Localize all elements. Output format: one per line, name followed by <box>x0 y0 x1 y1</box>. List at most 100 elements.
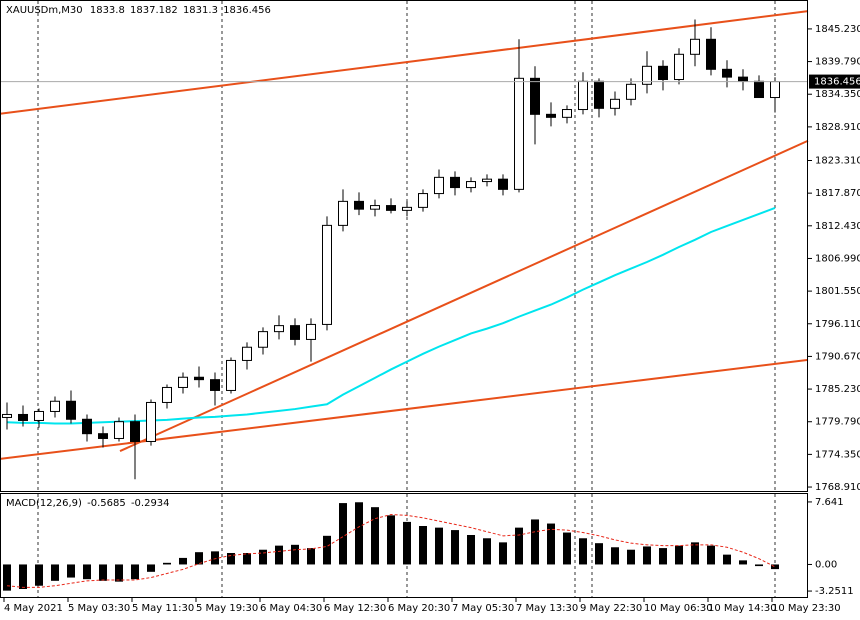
price-frame <box>0 0 808 492</box>
macd-bar <box>211 551 219 565</box>
candle-body <box>34 410 44 421</box>
x-tick-label: 5 May 19:30 <box>196 603 258 614</box>
candle-body <box>338 200 348 226</box>
macd-bar <box>499 542 507 565</box>
macd-bar <box>483 538 491 565</box>
x-tick-label: 10 May 23:30 <box>772 603 841 614</box>
trendline <box>119 139 809 452</box>
candle-body <box>98 433 108 439</box>
candle-body <box>578 80 588 111</box>
x-tick-label: 4 May 2021 <box>4 603 63 614</box>
y-tick-label: 1834.350 <box>815 89 860 100</box>
macd-bar <box>35 564 43 586</box>
candle-body <box>2 413 12 418</box>
x-tick-label: 9 May 22:30 <box>580 603 642 614</box>
macd-value: -0.5685 <box>87 498 126 509</box>
macd-bar <box>307 548 315 565</box>
candle-body <box>386 205 396 211</box>
candle-body <box>658 65 668 81</box>
candle-body <box>674 53 684 81</box>
macd-bar <box>19 564 27 590</box>
candle-body <box>482 178 492 183</box>
symbol: XAUUSDm,M30 <box>6 5 83 16</box>
candle-body <box>194 376 204 381</box>
y-tick-label: 1801.550 <box>815 286 860 297</box>
candle-body <box>418 193 428 208</box>
candle-body <box>274 325 284 333</box>
y-tick-label: 0.00 <box>815 559 837 570</box>
ohlc-close: 1836.456 <box>223 5 271 16</box>
candle-body <box>514 77 524 190</box>
macd-bar <box>355 502 363 565</box>
candle-body <box>114 421 124 439</box>
macd-bar <box>435 527 443 565</box>
ohlc-open: 1833.8 <box>90 5 125 16</box>
candle-body <box>770 81 780 99</box>
trendline <box>0 10 809 115</box>
symbol-header: XAUUSDm,M30 1833.8 1837.182 1831.3 1836.… <box>6 5 271 16</box>
current-price-box <box>809 74 860 89</box>
macd-bar <box>659 548 667 565</box>
y-tick-label: 1779.790 <box>815 417 860 428</box>
y-tick-label: 1817.870 <box>815 188 860 199</box>
macd-bar <box>627 549 635 565</box>
candle-body <box>466 181 476 189</box>
macd-bar <box>323 535 331 565</box>
macd-bar <box>467 534 475 565</box>
candle-body <box>242 346 252 361</box>
macd-bar <box>515 527 523 565</box>
y-tick-label: 1785.230 <box>815 384 860 395</box>
y-tick-label: 7.641 <box>815 497 844 508</box>
macd-bar <box>147 564 155 572</box>
macd-bar <box>67 564 75 578</box>
macd-bar <box>579 538 587 565</box>
macd-bar <box>643 546 651 565</box>
candle-body <box>50 400 60 412</box>
macd-bar <box>131 564 139 580</box>
current-price-label: 1836.456 <box>814 77 860 88</box>
y-tick-label: 1828.910 <box>815 122 860 133</box>
macd-bar <box>547 523 555 565</box>
candle-body <box>162 386 172 403</box>
macd-bar <box>291 544 299 565</box>
macd-bar <box>243 552 251 565</box>
y-tick-label: 1790.670 <box>815 351 860 362</box>
x-tick-label: 5 May 11:30 <box>132 603 194 614</box>
candle-body <box>210 379 220 391</box>
candle-body <box>82 418 92 435</box>
macd-bar <box>275 545 283 565</box>
candle-body <box>322 224 332 325</box>
x-tick-label: 7 May 05:30 <box>452 603 514 614</box>
candle-body <box>706 38 716 70</box>
macd-bar <box>595 543 603 565</box>
candle-body <box>450 176 460 189</box>
macd-bar <box>403 521 411 565</box>
macd-bar <box>611 547 619 565</box>
x-tick-label: 10 May 14:30 <box>708 603 777 614</box>
macd-bar <box>451 530 459 565</box>
macd-bar <box>387 515 395 565</box>
macd-bar <box>675 545 683 565</box>
macd-bar <box>371 507 379 565</box>
y-tick-label: 1812.430 <box>815 221 860 232</box>
macd-bar <box>99 564 107 581</box>
macd-header: MACD(12,26,9) -0.5685 -0.2934 <box>6 498 170 509</box>
candle-body <box>754 80 764 99</box>
macd-frame <box>0 493 808 598</box>
candle-body <box>258 331 268 348</box>
candle-body <box>354 200 364 210</box>
y-tick-label: 1839.790 <box>815 57 860 68</box>
y-tick-label: 1806.990 <box>815 253 860 264</box>
macd-bar <box>195 552 203 565</box>
macd-bar <box>691 542 699 565</box>
candle-body <box>690 38 700 55</box>
macd-bar <box>179 557 187 565</box>
candle-body <box>178 376 188 388</box>
macd-bar <box>115 564 123 582</box>
candle-body <box>546 113 556 118</box>
macd-bar <box>83 564 91 580</box>
y-tick-label: 1845.230 <box>815 24 860 35</box>
